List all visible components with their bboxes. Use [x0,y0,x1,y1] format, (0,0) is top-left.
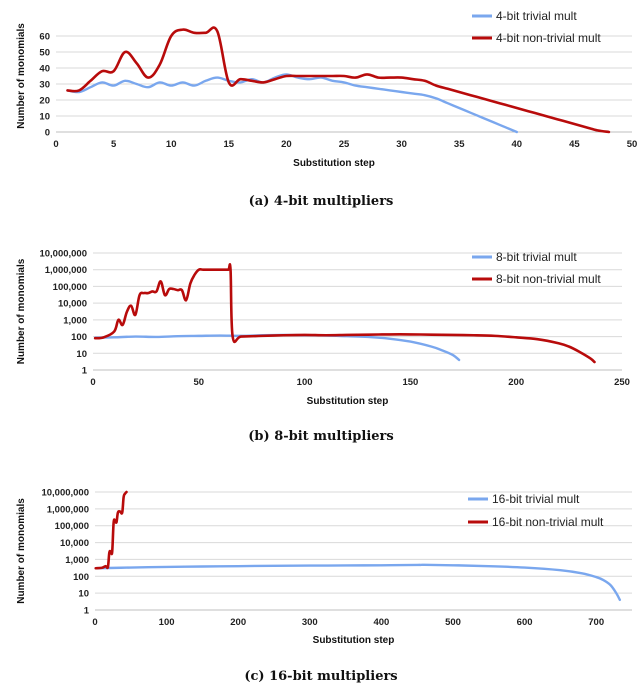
series-line-trivial [66,73,518,134]
x-axis-label: Substitution step [313,635,395,646]
y-tick-label: 0 [45,128,50,139]
y-tick-label: 50 [39,48,50,59]
y-tick-label: 1,000,000 [47,504,89,515]
x-tick-label: 50 [194,377,205,388]
y-tick-label: 1,000 [65,555,89,566]
legend-label-trivial: 16-bit trivial mult [492,492,580,506]
y-tick-label: 100 [73,572,89,583]
x-tick-label: 40 [512,139,523,150]
panel-4bit: 0 5 10 15 20 25 30 35 40 45 50 0 10 20 30 40 50 60 4-bit… [16,9,637,209]
gridlines [95,491,632,594]
y-tick-labels: 1 10 100 1,000 10,000 100,000 1,000,000 10,000,… [41,488,89,617]
x-tick-label: 0 [53,139,58,150]
x-tick-label: 250 [614,377,630,388]
y-tick-label: 30 [39,80,50,91]
x-tick-label: 100 [159,617,175,628]
y-tick-label: 10,000 [58,299,87,310]
y-tick-labels: 0 10 20 30 40 50 60 [39,32,50,139]
y-axis-label: Number of monomials [16,258,27,364]
x-tick-label: 300 [302,617,318,628]
series-line-nontrivial [66,26,611,134]
x-tick-label: 45 [569,139,580,150]
series-lines [94,490,622,602]
x-tick-label: 0 [92,617,97,628]
y-tick-labels: 1 10 100 1,000 10,000 100,000 1,000,000 10,000,… [39,249,87,377]
legend: 8-bit trivial mult 8-bit non-trivial mul… [472,250,601,286]
x-tick-labels: 0 50 100 150 200 250 [90,377,630,388]
x-tick-label: 500 [445,617,461,628]
x-tick-label: 10 [166,139,177,150]
series-line-trivial [93,333,461,362]
y-tick-label: 1,000,000 [45,265,87,276]
x-axis-label: Substitution step [307,396,389,407]
caption-a: (a) 4-bit multipliers [249,194,394,209]
legend: 16-bit trivial mult 16-bit non-trivial m… [468,492,604,529]
x-tick-label: 30 [396,139,407,150]
x-tick-label: 0 [90,377,95,388]
x-tick-label: 200 [508,377,524,388]
x-tick-label: 200 [230,617,246,628]
legend-label-nontrivial: 8-bit non-trivial mult [496,272,601,286]
series-line-nontrivial [94,490,128,570]
y-tick-label: 100,000 [53,282,87,293]
y-tick-label: 1 [84,606,90,617]
y-tick-label: 10,000,000 [41,488,89,499]
y-tick-label: 100,000 [55,521,89,532]
y-axis-label: Number of monomials [16,23,27,129]
y-tick-label: 1,000 [63,315,87,326]
series-line-nontrivial [93,263,596,364]
x-tick-labels: 0 100 200 300 400 500 600 700 [92,617,604,628]
legend-label-nontrivial: 16-bit non-trivial mult [492,515,604,529]
x-tick-label: 50 [627,139,638,150]
legend-label-nontrivial: 4-bit non-trivial mult [496,31,601,45]
x-tick-label: 25 [339,139,350,150]
y-tick-label: 100 [71,332,87,343]
legend: 4-bit trivial mult 4-bit non-trivial mul… [472,9,601,45]
x-tick-label: 5 [111,139,117,150]
y-tick-label: 10,000 [60,538,89,549]
series-line-trivial [94,563,622,602]
y-tick-label: 60 [39,32,50,43]
y-tick-label: 10,000,000 [39,249,87,260]
y-tick-label: 40 [39,64,50,75]
x-tick-labels: 0 5 10 15 20 25 30 35 40 45 50 [53,139,637,150]
gridlines [93,252,622,354]
y-tick-label: 20 [39,96,50,107]
x-tick-label: 600 [517,617,533,628]
gridlines [56,35,632,117]
legend-label-trivial: 4-bit trivial mult [496,9,577,23]
x-tick-label: 400 [373,617,389,628]
y-axis-label: Number of monomials [16,498,27,604]
x-axis-label: Substitution step [293,158,375,169]
panel-16bit: 0 100 200 300 400 500 600 700 1 10 100 1,000 10,000… [16,488,632,684]
panel-8bit: 0 50 100 150 200 250 1 10 100 1,000 10,000 100,000… [16,249,630,445]
x-tick-label: 15 [224,139,235,150]
y-tick-label: 10 [76,349,87,360]
y-tick-label: 10 [39,112,50,123]
x-tick-label: 20 [281,139,292,150]
legend-label-trivial: 8-bit trivial mult [496,250,577,264]
caption-b: (b) 8-bit multipliers [248,429,393,444]
x-tick-label: 35 [454,139,465,150]
series-lines [93,263,596,364]
series-lines [66,26,611,134]
x-tick-label: 100 [297,377,313,388]
x-tick-label: 700 [588,617,604,628]
y-tick-label: 1 [82,366,88,377]
caption-c: (c) 16-bit multipliers [244,669,397,684]
x-tick-label: 150 [402,377,418,388]
y-tick-label: 10 [78,589,89,600]
